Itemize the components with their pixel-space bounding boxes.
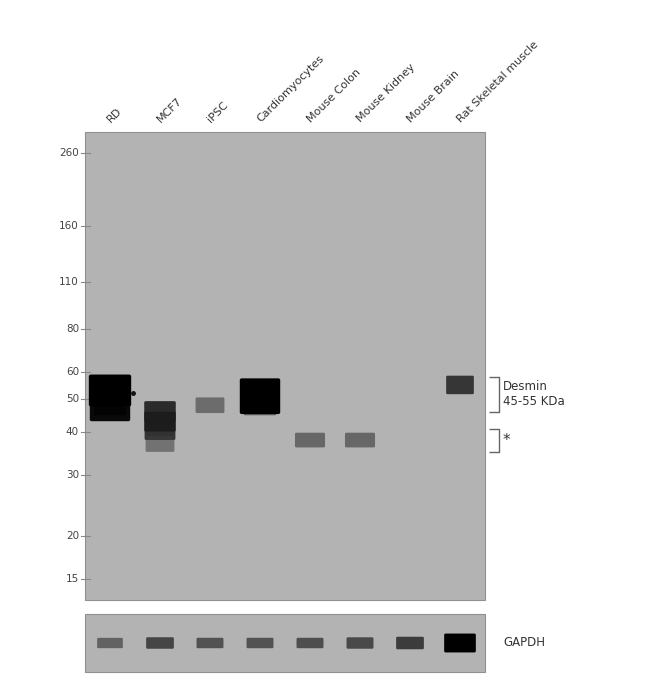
Text: RD: RD [105, 106, 124, 124]
FancyBboxPatch shape [93, 382, 127, 399]
Text: 50: 50 [66, 394, 79, 404]
Text: Rat Skeletal muscle: Rat Skeletal muscle [455, 39, 540, 124]
Text: Cardiomyocytes: Cardiomyocytes [255, 53, 326, 124]
Text: 30: 30 [66, 470, 79, 480]
Text: 15: 15 [66, 574, 79, 584]
FancyBboxPatch shape [144, 421, 176, 440]
Text: 110: 110 [59, 276, 79, 286]
FancyBboxPatch shape [345, 433, 375, 447]
FancyBboxPatch shape [146, 436, 174, 452]
Text: *: * [503, 433, 511, 448]
FancyBboxPatch shape [196, 398, 224, 413]
FancyBboxPatch shape [146, 637, 174, 649]
Text: Desmin
45-55 KDa: Desmin 45-55 KDa [503, 380, 565, 408]
FancyBboxPatch shape [244, 398, 276, 415]
Bar [85, 132, 485, 600]
FancyBboxPatch shape [396, 637, 424, 650]
FancyBboxPatch shape [89, 374, 131, 407]
Text: Mouse Colon: Mouse Colon [305, 66, 362, 124]
Text: 80: 80 [66, 324, 79, 334]
FancyBboxPatch shape [144, 401, 176, 422]
FancyBboxPatch shape [296, 638, 324, 648]
Text: 40: 40 [66, 428, 79, 438]
Bar [85, 614, 485, 672]
Text: Mouse Kidney: Mouse Kidney [355, 62, 417, 124]
Text: iPSC: iPSC [205, 99, 229, 124]
FancyBboxPatch shape [244, 386, 276, 406]
FancyBboxPatch shape [94, 401, 126, 415]
Text: Mouse Brain: Mouse Brain [405, 68, 461, 124]
FancyBboxPatch shape [295, 433, 325, 447]
FancyBboxPatch shape [240, 379, 280, 414]
FancyBboxPatch shape [247, 402, 273, 412]
Text: MCF7: MCF7 [155, 95, 184, 124]
FancyBboxPatch shape [196, 638, 224, 648]
Text: GAPDH: GAPDH [503, 636, 545, 650]
FancyBboxPatch shape [144, 412, 176, 432]
Text: 160: 160 [59, 220, 79, 231]
Text: 60: 60 [66, 367, 79, 377]
FancyBboxPatch shape [97, 638, 123, 648]
FancyBboxPatch shape [246, 638, 274, 648]
Text: 260: 260 [59, 148, 79, 158]
FancyBboxPatch shape [446, 376, 474, 394]
FancyBboxPatch shape [346, 637, 374, 649]
Text: 20: 20 [66, 531, 79, 541]
FancyBboxPatch shape [444, 634, 476, 652]
FancyBboxPatch shape [90, 395, 130, 421]
